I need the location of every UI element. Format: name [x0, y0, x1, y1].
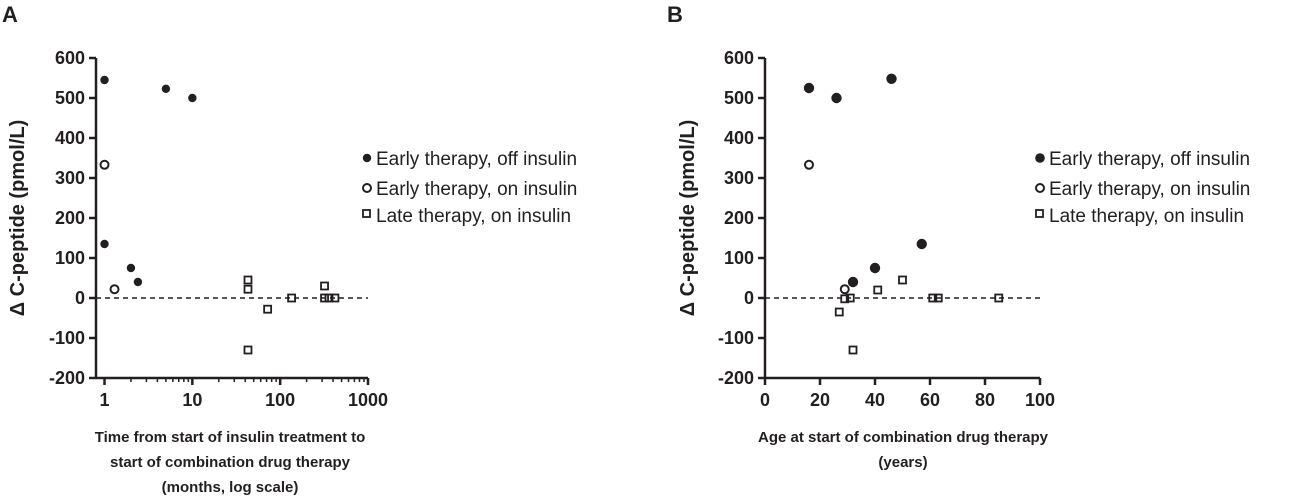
panel-b-y-tick-label: -100 — [718, 328, 754, 348]
legend-label-early-off: Early therapy, off insulin — [376, 149, 577, 170]
panel-b-x-label-line-1: Age at start of combination drug therapy — [758, 429, 1049, 446]
legend-label-late-on: Late therapy, on insulin — [1049, 206, 1244, 227]
point-late-on-insulin — [834, 307, 844, 317]
legend-label-early-off: Early therapy, off insulin — [1049, 149, 1250, 170]
panel-a-y-tick-label: 200 — [55, 208, 85, 228]
panel-b-y-tick-label: 400 — [724, 128, 754, 148]
panel-b-x-tick-label: 0 — [760, 390, 770, 410]
point-early-off-insulin — [869, 262, 881, 274]
panel-a-x-tick-label: 100 — [265, 390, 295, 410]
panel-a-y-label: Δ C-peptide (pmol/L) — [7, 120, 29, 317]
panel-b-legend: Early therapy, off insulin Early therapy… — [1035, 149, 1250, 227]
point-early-off-insulin — [161, 84, 171, 94]
point-early-off-insulin — [831, 92, 842, 104]
panel-a-y-tick-label: 0 — [75, 288, 85, 308]
legend-marker-open-square — [362, 209, 371, 218]
panel-a-y-tick-label: 100 — [55, 248, 85, 268]
point-late-on-insulin — [873, 285, 883, 295]
panel-a-x-tick-label: 10 — [182, 390, 202, 410]
legend-marker-open-circle — [1035, 183, 1045, 193]
point-late-on-insulin — [263, 304, 273, 314]
panel-a-y-tick-label: 400 — [55, 128, 85, 148]
legend-marker-open-circle — [362, 183, 372, 193]
panel-a: A -200 -100 0 100 200 300 400 500 600 1 10 100 1000… — [2, 2, 577, 496]
panel-a-y-tick-label: 300 — [55, 168, 85, 188]
point-late-on-insulin — [928, 293, 938, 303]
panel-a-label: A — [2, 2, 18, 27]
point-early-on-insulin — [804, 159, 814, 170]
panel-a-x-label-line-2: start of combination drug therapy — [110, 454, 351, 471]
panel-b: B -200 -100 0 100 200 300 400 500 600 0 20 40 60 80 1… — [667, 2, 1250, 471]
point-early-on-insulin — [99, 159, 110, 170]
point-late-on-insulin — [933, 293, 943, 303]
point-late-on-insulin — [243, 284, 253, 294]
panel-a-x-tick-label: 1 — [100, 390, 110, 410]
panel-a-points — [99, 75, 340, 355]
point-late-on-insulin — [320, 293, 329, 303]
panel-b-y-tick-label: 500 — [724, 88, 754, 108]
panel-b-y-tick-label: 200 — [724, 208, 754, 228]
point-late-on-insulin — [898, 275, 907, 285]
panel-a-x-label-line-1: Time from start of insulin treatment to — [95, 429, 366, 446]
panel-a-x-ticks: 1 10 100 1000 — [100, 378, 388, 410]
point-early-off-insulin — [126, 263, 136, 273]
panel-b-x-tick-label: 20 — [810, 390, 830, 410]
legend-label-early-on: Early therapy, on insulin — [1049, 179, 1250, 200]
panel-b-points — [803, 73, 1004, 355]
panel-b-y-tick-label: 0 — [744, 288, 754, 308]
panel-b-x-label-line-2: (years) — [878, 454, 927, 471]
panel-b-x-tick-label: 40 — [865, 390, 885, 410]
panel-b-y-label: Δ C-peptide (pmol/L) — [677, 120, 699, 317]
panel-b-x-tick-label: 80 — [975, 390, 995, 410]
panel-a-legend: Early therapy, off insulin Early therapy… — [362, 149, 577, 227]
panel-b-y-tick-label: -200 — [718, 368, 754, 388]
point-late-on-insulin — [845, 293, 855, 303]
legend-marker-filled-circle — [362, 153, 372, 163]
point-early-off-insulin — [188, 93, 197, 103]
point-early-off-insulin — [100, 75, 109, 85]
point-early-off-insulin — [847, 276, 859, 288]
point-early-off-insulin — [886, 73, 897, 85]
panel-a-y-ticks: -200 -100 0 100 200 300 400 500 600 — [49, 48, 96, 388]
panel-a-y-tick-label: 500 — [55, 88, 85, 108]
point-late-on-insulin — [330, 293, 340, 303]
panel-a-y-tick-label: -200 — [49, 368, 85, 388]
panel-b-y-tick-label: 300 — [724, 168, 754, 188]
point-late-on-insulin — [324, 293, 334, 303]
legend-label-late-on: Late therapy, on insulin — [376, 206, 571, 227]
legend-marker-filled-circle — [1035, 153, 1045, 163]
legend-label-early-on: Early therapy, on insulin — [376, 179, 577, 200]
point-early-off-insulin — [133, 277, 143, 287]
point-late-on-insulin — [320, 281, 329, 291]
point-early-off-insulin — [803, 82, 815, 94]
panel-b-y-ticks: -200 -100 0 100 200 300 400 500 600 — [718, 48, 765, 388]
panel-a-x-label-line-3: (months, log scale) — [162, 479, 299, 496]
panel-a-y-tick-label: 600 — [55, 48, 85, 68]
point-late-on-insulin — [243, 275, 253, 285]
panel-b-label: B — [667, 2, 683, 27]
panel-a-y-tick-label: -100 — [49, 328, 85, 348]
point-late-on-insulin — [848, 345, 858, 355]
legend-marker-open-square — [1035, 209, 1044, 218]
panel-b-x-tick-label: 100 — [1025, 390, 1055, 410]
panel-b-y-tick-label: 600 — [724, 48, 754, 68]
panel-b-x-tick-label: 60 — [920, 390, 940, 410]
panel-a-x-tick-label: 1000 — [348, 390, 388, 410]
panel-b-x-ticks: 0 20 40 60 80 100 — [760, 378, 1055, 410]
point-early-on-insulin — [109, 284, 120, 295]
point-early-on-insulin — [839, 284, 850, 295]
point-late-on-insulin — [840, 294, 850, 304]
panel-b-y-tick-label: 100 — [724, 248, 754, 268]
point-early-off-insulin — [916, 238, 927, 250]
point-late-on-insulin — [287, 293, 297, 303]
point-early-off-insulin — [100, 239, 109, 249]
point-late-on-insulin — [994, 293, 1004, 303]
point-late-on-insulin — [243, 345, 253, 355]
